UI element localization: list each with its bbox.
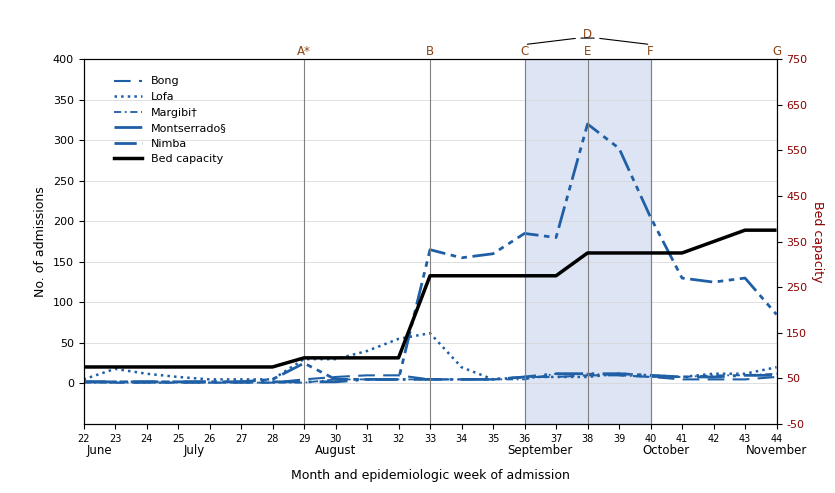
Y-axis label: Bed capacity: Bed capacity — [811, 201, 824, 282]
Text: A*: A* — [297, 44, 311, 58]
Text: August: August — [315, 444, 357, 457]
Text: D: D — [583, 28, 592, 40]
Text: B: B — [426, 44, 434, 58]
Text: F: F — [647, 44, 654, 58]
Text: November: November — [746, 444, 807, 457]
Text: September: September — [508, 444, 573, 457]
Text: July: July — [183, 444, 205, 457]
Y-axis label: No. of admissions: No. of admissions — [34, 186, 47, 297]
Text: E: E — [584, 44, 591, 58]
Bar — [524, 59, 650, 424]
Text: C: C — [520, 44, 529, 58]
X-axis label: Month and epidemiologic week of admission: Month and epidemiologic week of admissio… — [291, 469, 569, 482]
Text: G: G — [772, 44, 781, 58]
Legend: Bong, Lofa, Margibi†, Montserrado§, Nimba, Bed capacity: Bong, Lofa, Margibi†, Montserrado§, Nimb… — [110, 72, 231, 169]
Text: June: June — [87, 444, 112, 457]
Text: October: October — [643, 444, 690, 457]
